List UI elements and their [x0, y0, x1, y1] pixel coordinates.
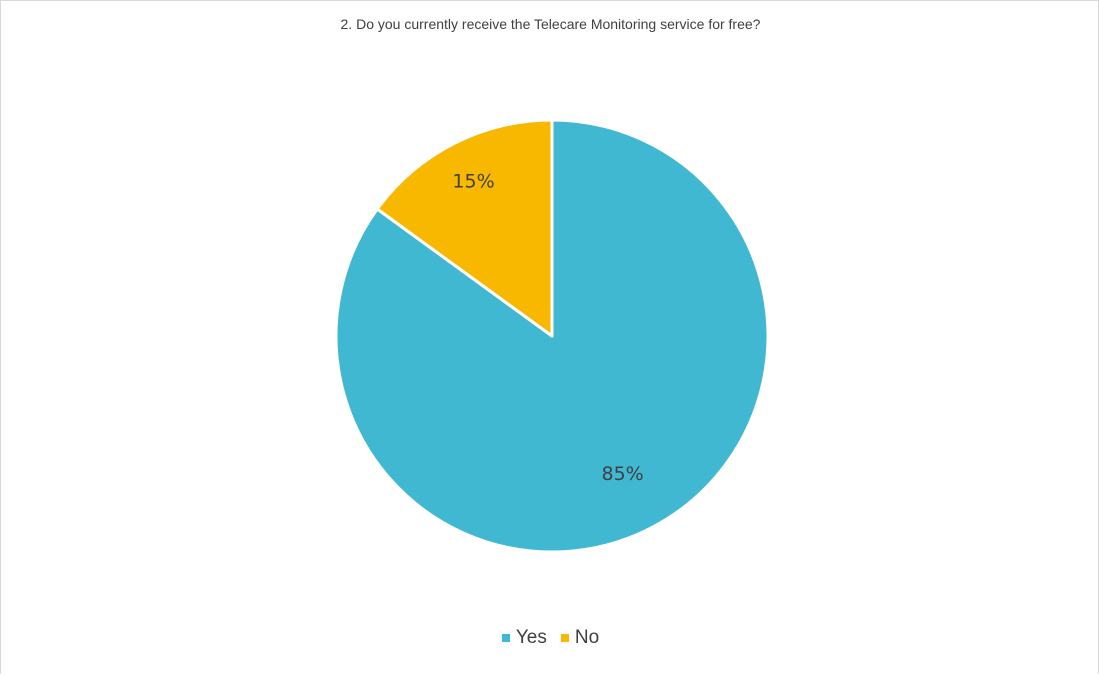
chart-legend: Yes No [1, 627, 1099, 649]
data-label-yes: 85% [601, 463, 643, 485]
chart-title: 2. Do you currently receive the Telecare… [340, 16, 761, 32]
legend-swatch-yes [501, 634, 510, 642]
pie-slice-no [375, 118, 554, 338]
legend-label-no: No [574, 627, 600, 648]
pie-slices [334, 118, 770, 554]
legend-item-no: No [560, 627, 600, 649]
legend-label-yes: Yes [515, 627, 547, 648]
legend-item-yes: Yes [501, 627, 547, 649]
legend-swatch-no [560, 634, 569, 642]
pie-data-labels: 85% 15% [452, 171, 643, 486]
data-label-no: 15% [452, 171, 494, 193]
